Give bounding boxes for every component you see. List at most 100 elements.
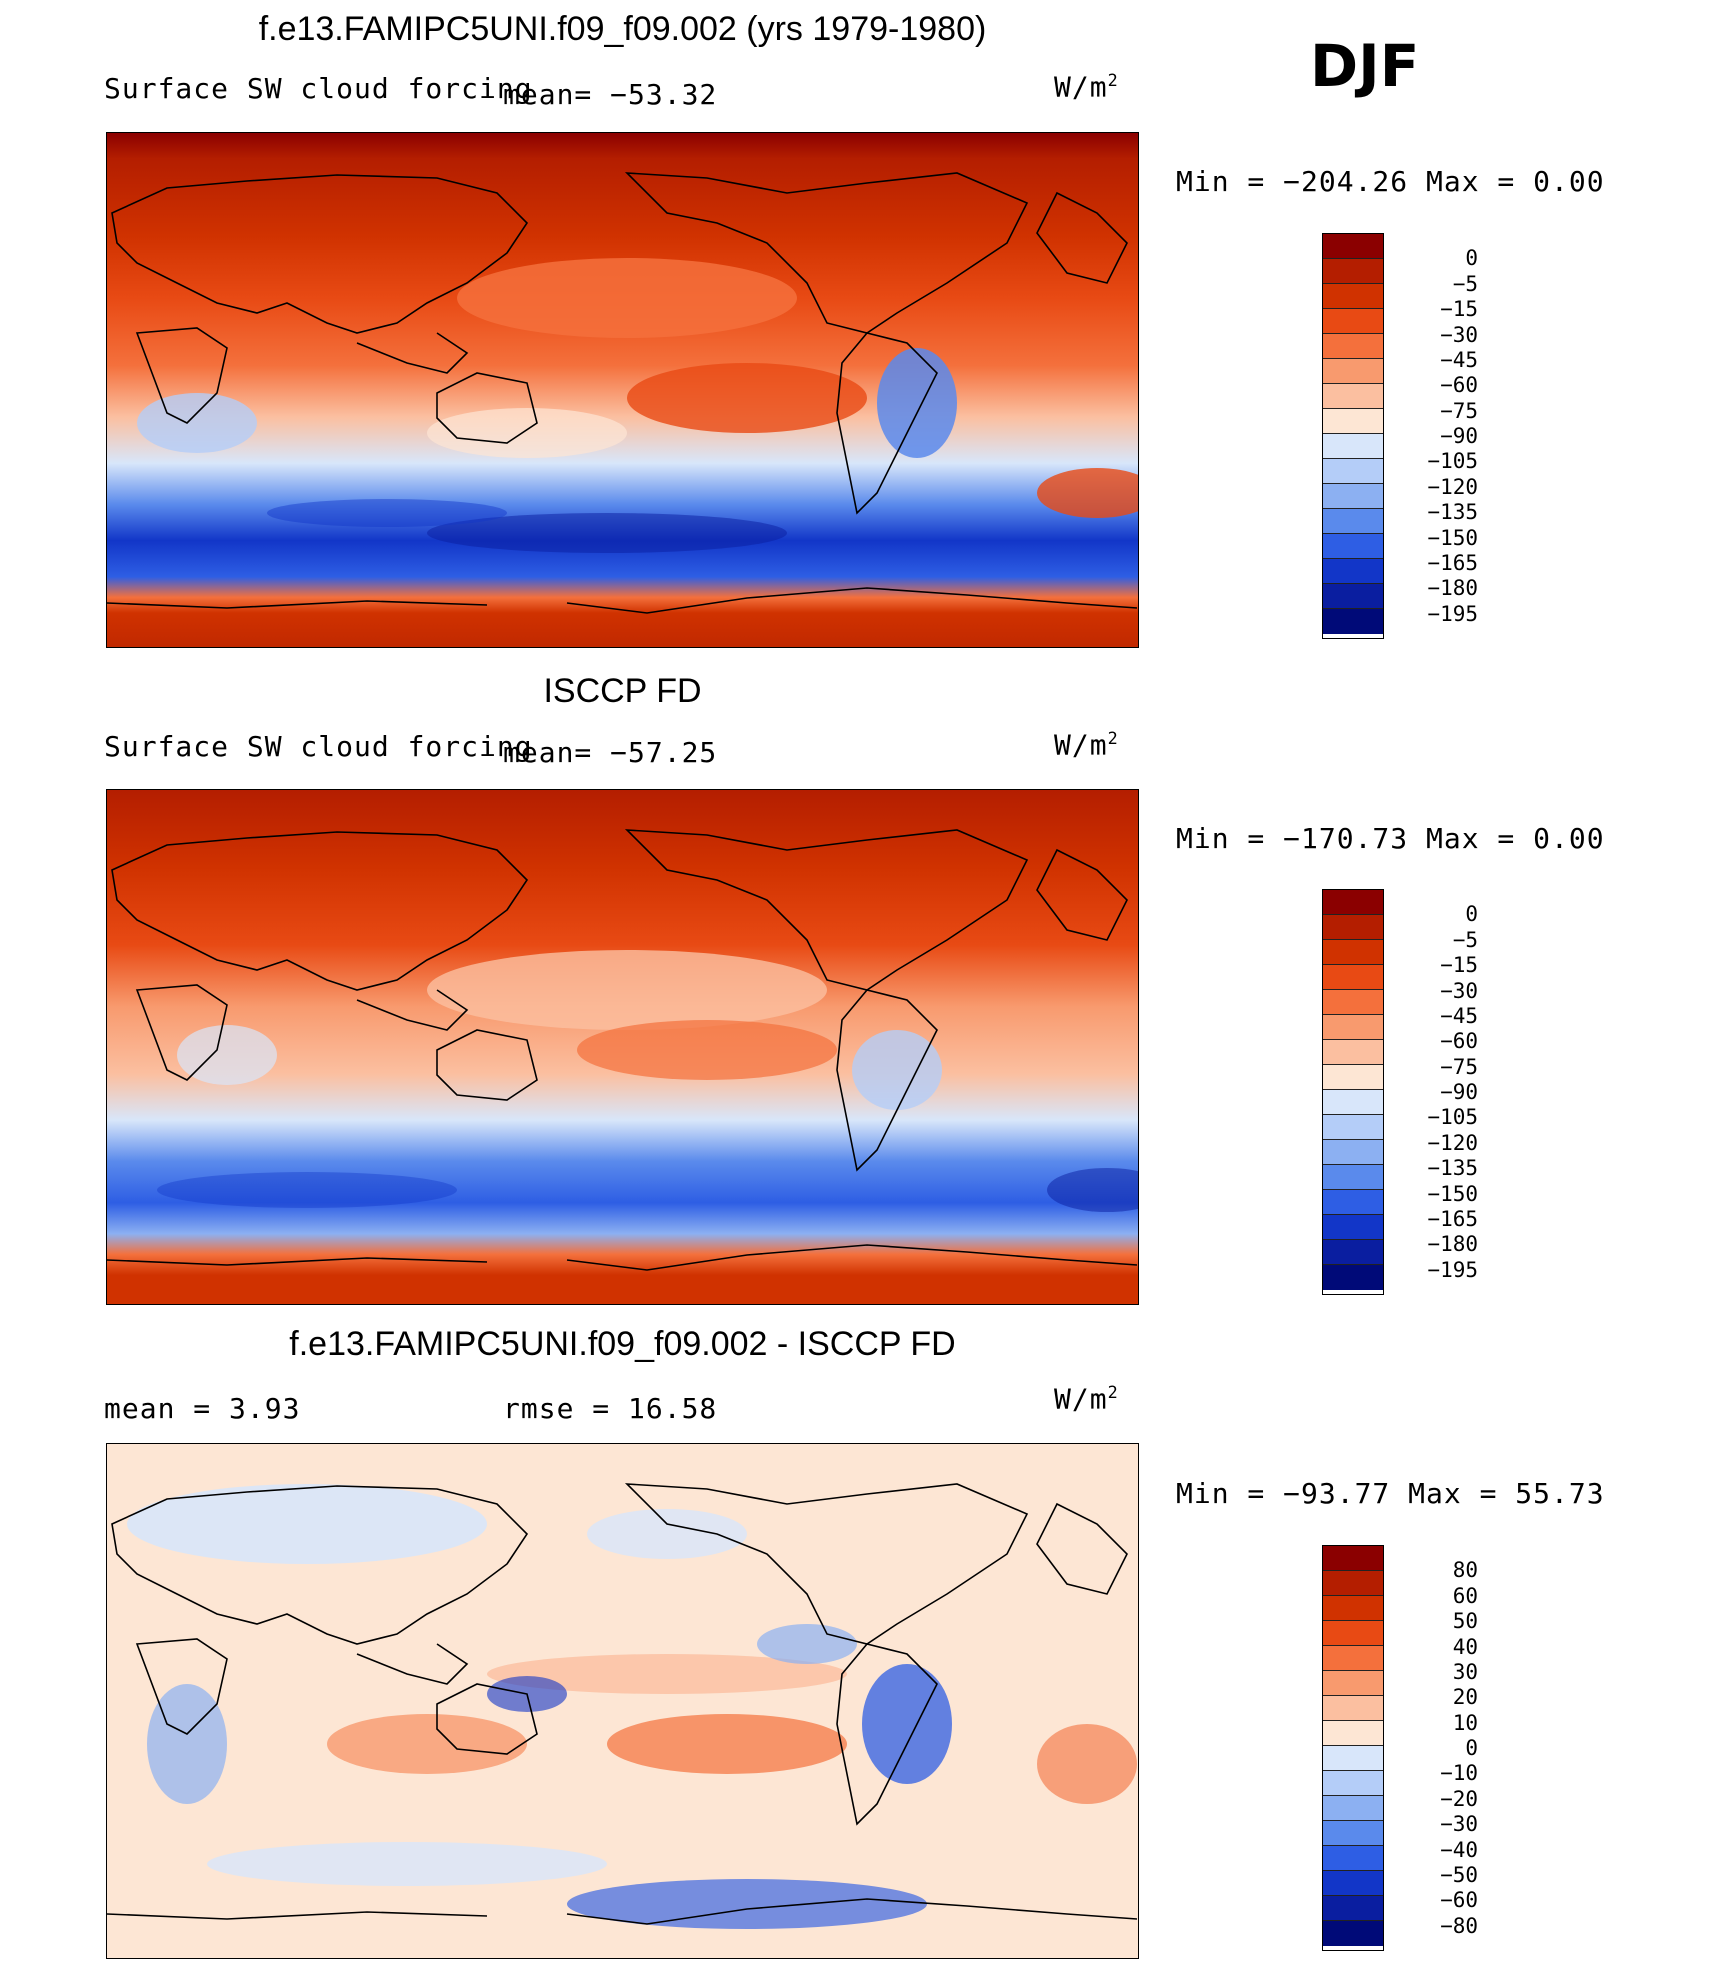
panel3-mean: mean = 3.93: [104, 1392, 301, 1425]
colorbar-swatch: [1323, 284, 1383, 309]
panel1-colorbar: [1322, 233, 1384, 639]
colorbar-tick-label: −80: [1440, 1913, 1478, 1938]
colorbar-swatch: [1323, 1090, 1383, 1115]
colorbar-tick-label: −120: [1427, 474, 1478, 499]
colorbar-tick-label: −135: [1427, 1156, 1478, 1181]
colorbar-swatch: [1323, 915, 1383, 940]
colorbar-swatch: [1323, 1921, 1383, 1946]
colorbar-tick-label: −5: [1452, 271, 1478, 296]
colorbar-swatch: [1323, 1140, 1383, 1165]
colorbar-tick-label: 60: [1452, 1583, 1478, 1608]
colorbar-swatch: [1323, 609, 1383, 634]
colorbar-tick-label: −90: [1440, 424, 1478, 448]
colorbar-swatch: [1323, 1265, 1383, 1290]
colorbar-tick-label: 10: [1452, 1710, 1478, 1735]
colorbar-swatch: [1323, 1721, 1383, 1746]
colorbar-tick-label: 30: [1452, 1659, 1478, 1684]
colorbar-tick-label: −90: [1440, 1080, 1478, 1104]
colorbar-swatch: [1323, 334, 1383, 359]
colorbar-swatch: [1323, 1846, 1383, 1871]
colorbar-tick-label: −75: [1440, 1054, 1478, 1079]
colorbar-tick-label: −195: [1427, 1257, 1478, 1282]
panel3-colorbar: [1322, 1545, 1384, 1951]
colorbar-tick-label: −30: [1440, 322, 1478, 347]
colorbar-swatch: [1323, 559, 1383, 584]
colorbar-swatch: [1323, 1015, 1383, 1040]
colorbar-swatch: [1323, 1621, 1383, 1646]
panel2-mean: mean= −57.25: [503, 736, 718, 769]
colorbar-tick-label: −195: [1427, 601, 1478, 626]
colorbar-tick-label: −40: [1440, 1837, 1478, 1862]
panel3-colorbar-labels: 80 60 50 40 30 20 10 0 −10 −20 −30 −40 −50 −60 −80: [1398, 1545, 1478, 1951]
colorbar-tick-label: −105: [1427, 449, 1478, 474]
colorbar-swatch: [1323, 409, 1383, 434]
colorbar-tick-label: 50: [1452, 1609, 1478, 1634]
colorbar-tick-label: −30: [1440, 978, 1478, 1003]
colorbar-swatch: [1323, 1821, 1383, 1846]
panel2-minmax: Min = −170.73 Max = 0.00: [1176, 822, 1605, 855]
colorbar-swatch: [1323, 1796, 1383, 1821]
colorbar-swatch: [1323, 359, 1383, 384]
colorbar-swatch: [1323, 1696, 1383, 1721]
colorbar-tick-label: 0: [1465, 1736, 1478, 1760]
colorbar-tick-label: −45: [1440, 1003, 1478, 1028]
colorbar-tick-label: −135: [1427, 500, 1478, 525]
colorbar-swatch: [1323, 534, 1383, 559]
colorbar-swatch: [1323, 1671, 1383, 1696]
colorbar-tick-label: 80: [1452, 1558, 1478, 1583]
panel3-rmse: rmse = 16.58: [503, 1392, 718, 1425]
panel1-field-label: Surface SW cloud forcing: [104, 72, 533, 105]
colorbar-swatch: [1323, 584, 1383, 609]
panel1-title: f.e13.FAMIPC5UNI.f09_f09.002 (yrs 1979-1…: [258, 10, 987, 48]
colorbar-swatch: [1323, 890, 1383, 915]
colorbar-tick-label: 40: [1452, 1634, 1478, 1659]
panel1-units: W/m2: [1054, 70, 1119, 104]
colorbar-tick-label: −15: [1440, 297, 1478, 322]
colorbar-swatch: [1323, 990, 1383, 1015]
season-label: DJF: [1310, 32, 1420, 100]
panel3-units: W/m2: [1054, 1382, 1119, 1416]
panel1-mean: mean= −53.32: [503, 78, 718, 111]
colorbar-swatch: [1323, 1646, 1383, 1671]
colorbar-swatch: [1323, 1040, 1383, 1065]
colorbar-swatch: [1323, 1190, 1383, 1215]
colorbar-tick-label: −180: [1427, 1232, 1478, 1257]
colorbar-tick-label: −50: [1440, 1862, 1478, 1887]
colorbar-tick-label: −60: [1440, 1888, 1478, 1913]
colorbar-tick-label: −150: [1427, 1181, 1478, 1206]
colorbar-swatch: [1323, 1596, 1383, 1621]
panel2-units: W/m2: [1054, 728, 1119, 762]
colorbar-swatch: [1323, 1871, 1383, 1896]
colorbar-tick-label: −45: [1440, 347, 1478, 372]
panel1-colorbar-labels: 0 −5 −15 −30 −45 −60 −75 −90 −105 −120 −135 −150 −16…: [1398, 233, 1478, 639]
colorbar-tick-label: −75: [1440, 398, 1478, 423]
colorbar-tick-label: −60: [1440, 1029, 1478, 1054]
colorbar-swatch: [1323, 1065, 1383, 1090]
colorbar-swatch: [1323, 1215, 1383, 1240]
colorbar-tick-label: −180: [1427, 576, 1478, 601]
colorbar-tick-label: 0: [1465, 246, 1478, 271]
colorbar-swatch: [1323, 384, 1383, 409]
colorbar-swatch: [1323, 1165, 1383, 1190]
colorbar-swatch: [1323, 1896, 1383, 1921]
colorbar-tick-label: −165: [1427, 1206, 1478, 1231]
colorbar-swatch: [1323, 940, 1383, 965]
colorbar-tick-label: −165: [1427, 550, 1478, 575]
panel1-map: [106, 132, 1139, 648]
colorbar-tick-label: −150: [1427, 525, 1478, 550]
colorbar-tick-label: −5: [1452, 927, 1478, 952]
colorbar-swatch: [1323, 309, 1383, 334]
panel3-title: f.e13.FAMIPC5UNI.f09_f09.002 - ISCCP FD: [289, 1325, 956, 1363]
colorbar-swatch: [1323, 259, 1383, 284]
panel1-minmax: Min = −204.26 Max = 0.00: [1176, 165, 1605, 198]
panel2-field-label: Surface SW cloud forcing: [104, 730, 533, 763]
colorbar-swatch: [1323, 965, 1383, 990]
colorbar-swatch: [1323, 1571, 1383, 1596]
colorbar-swatch: [1323, 1115, 1383, 1140]
colorbar-tick-label: −120: [1427, 1130, 1478, 1155]
colorbar-tick-label: −15: [1440, 953, 1478, 978]
panel3-map: [106, 1443, 1139, 1959]
panel2-colorbar-labels: 0 −5 −15 −30 −45 −60 −75 −90 −105 −120 −135 −150 −16…: [1398, 889, 1478, 1295]
colorbar-swatch: [1323, 484, 1383, 509]
colorbar-swatch: [1323, 1240, 1383, 1265]
